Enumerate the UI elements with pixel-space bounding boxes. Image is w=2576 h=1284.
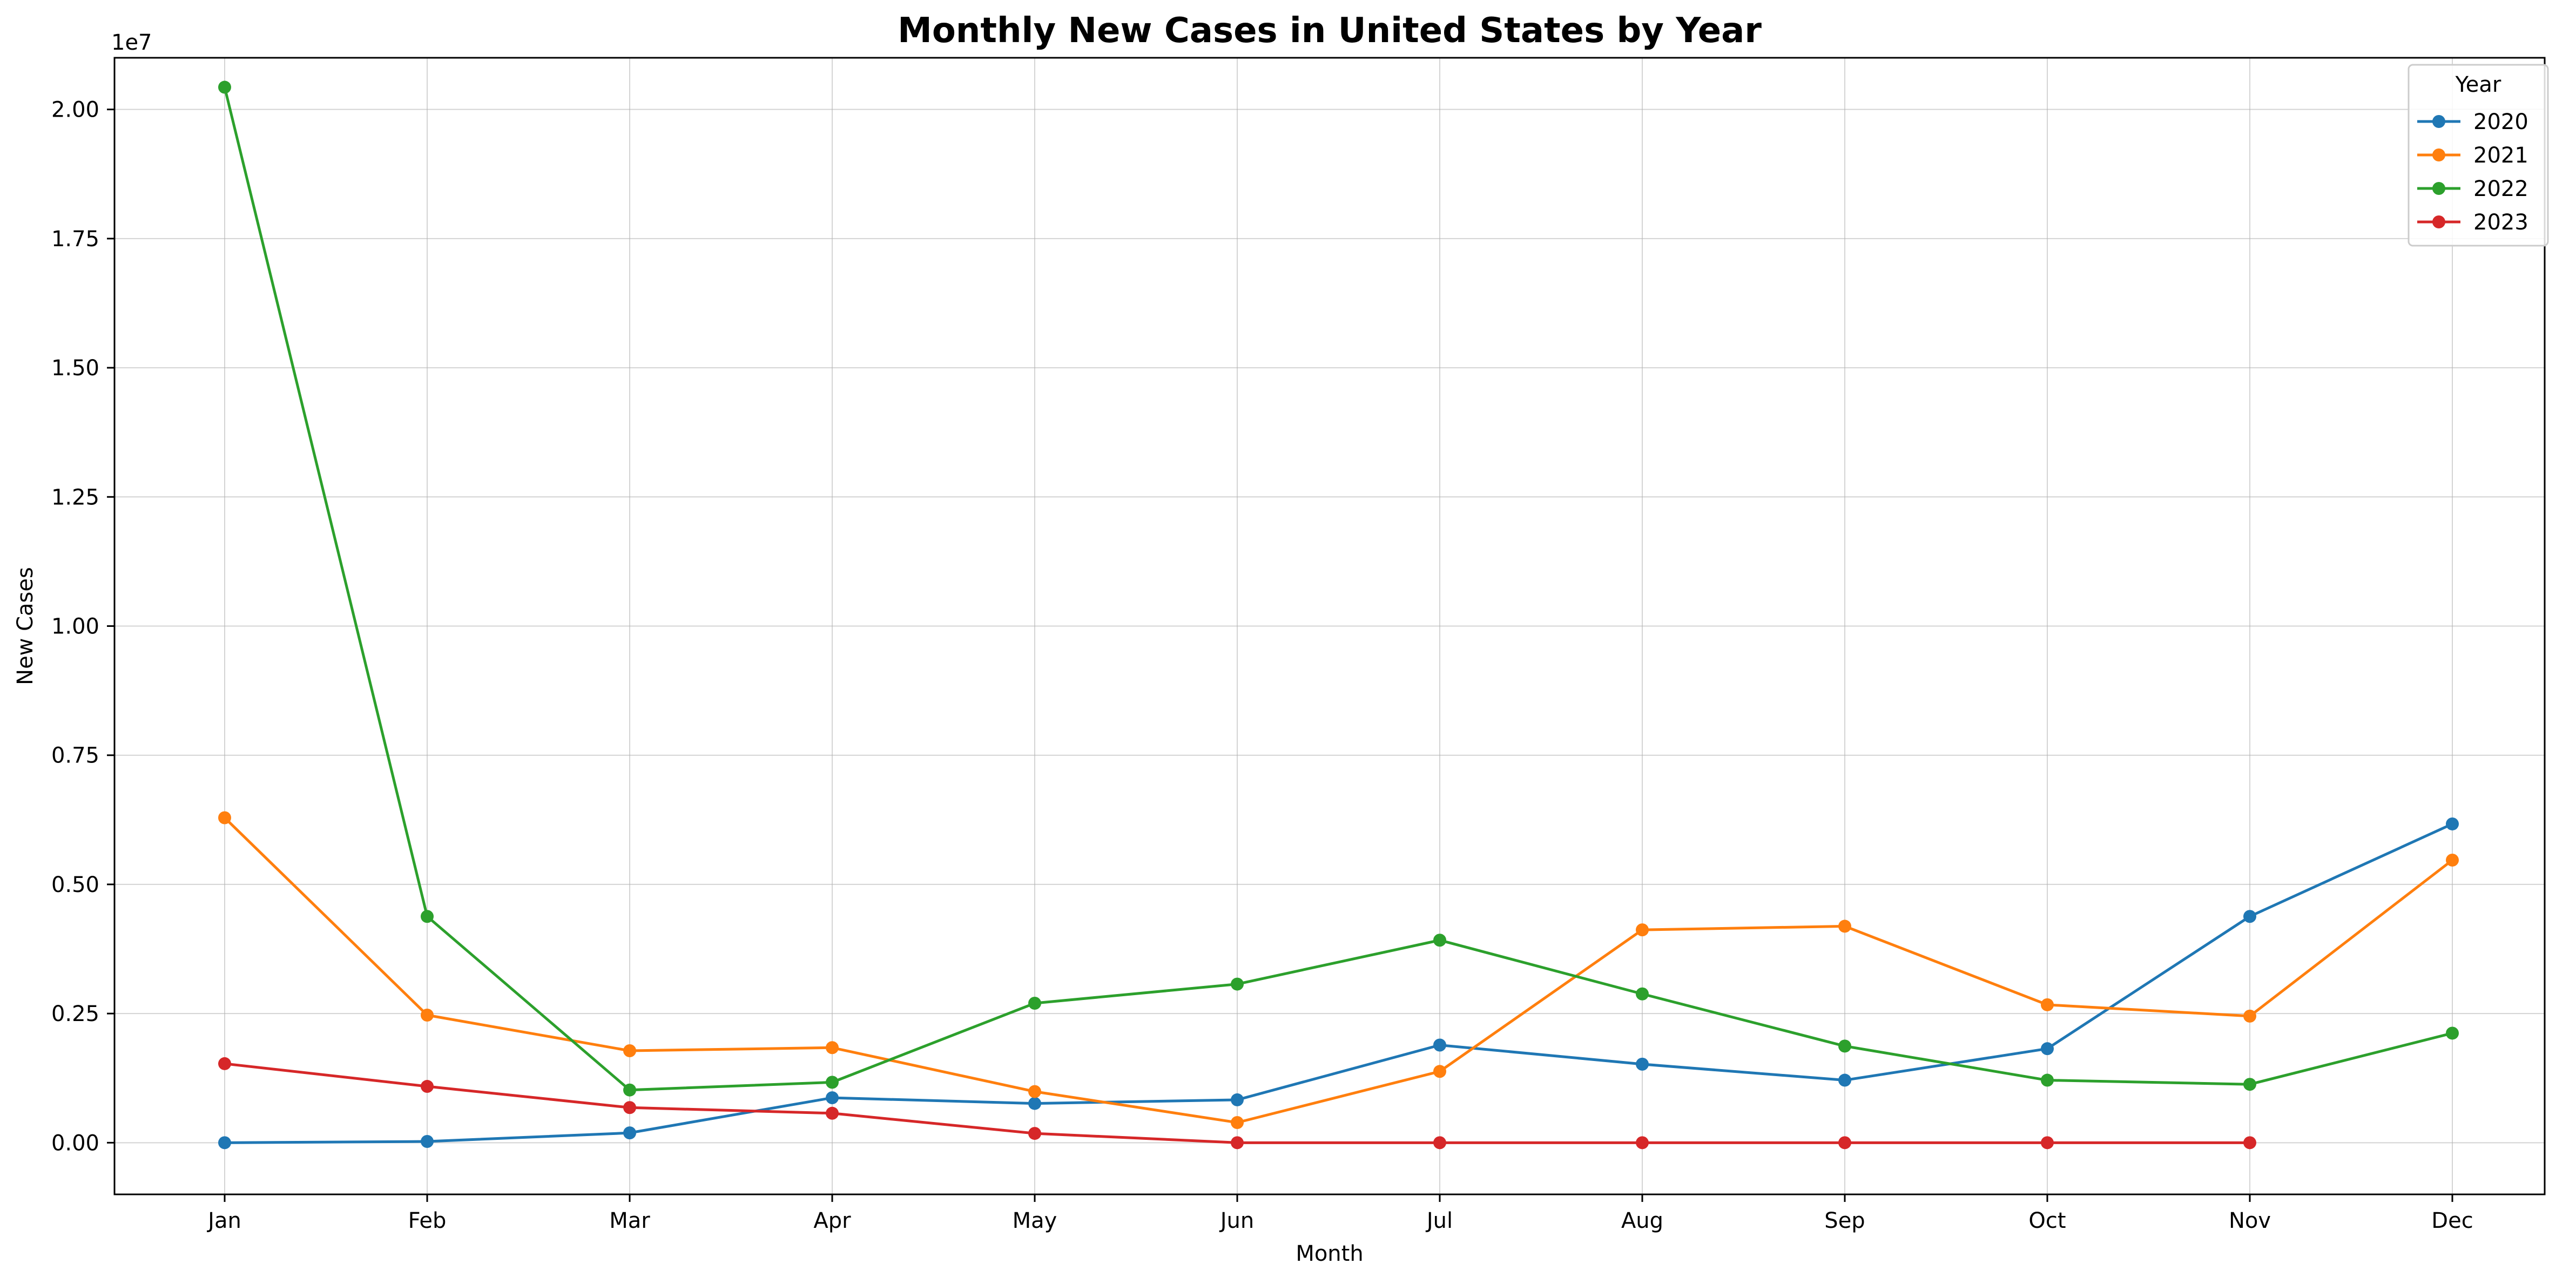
legend-label: 2023 [2473,210,2528,235]
data-point [1838,1073,1851,1087]
x-axis-label: Month [1296,1241,1363,1266]
data-point [421,1135,434,1148]
data-point [623,1044,636,1058]
y-tick-label: 0.00 [51,1131,99,1155]
data-point [1028,1127,1041,1140]
data-point [1636,1057,1649,1071]
legend-swatch-marker [2432,148,2445,161]
data-point [1028,996,1041,1010]
series-2020 [218,817,2459,1150]
y-tick-label: 1.75 [51,227,99,252]
legend: Year 2020 2021 2022 2023 [2408,64,2549,247]
y-tick-label: 2.00 [51,98,99,123]
data-point [623,1101,636,1114]
y-tick-label: 1.50 [51,356,99,381]
legend-box [2408,64,2549,247]
data-point [2446,853,2459,867]
data-point [1636,1136,1649,1150]
series-2023 [218,1057,2256,1150]
data-point [1433,1038,1446,1052]
x-tick-label: Apr [813,1208,851,1233]
legend-items: 2020 2021 2022 2023 [2417,110,2528,235]
data-point [1231,1136,1244,1150]
legend-item-2022: 2022 [2417,177,2528,201]
data-point [1636,923,1649,937]
legend-label: 2021 [2473,143,2528,168]
legend-item-2020: 2020 [2417,110,2528,134]
series-line-2020 [224,822,2453,1144]
x-tick-label: Jul [1425,1208,1453,1233]
series-2022 [218,80,2459,1097]
data-point [218,1057,231,1070]
data-point [1433,1065,1446,1078]
data-point [1231,977,1244,991]
data-point [218,80,231,94]
data-point [218,1136,231,1150]
legend-item-2023: 2023 [2417,210,2528,235]
data-point [2243,1078,2256,1091]
data-point [1231,1116,1244,1130]
data-point [1838,1136,1851,1150]
series-2021 [218,811,2459,1130]
x-tick-label: Mar [609,1208,650,1233]
legend-swatch-marker [2432,115,2445,128]
x-tick-label: Dec [2431,1208,2473,1233]
series-layer [218,80,2459,1150]
data-point [1028,1097,1041,1110]
x-tick-label: Jan [206,1208,241,1233]
legend-swatch-marker [2432,182,2445,195]
data-point [218,811,231,825]
data-point [1433,934,1446,947]
legend-label: 2022 [2473,177,2528,201]
data-point [2041,1073,2054,1087]
data-point [1838,1039,1851,1053]
data-point [2041,1136,2054,1150]
y-tick-label: 1.00 [51,614,99,639]
y-axis-label: New Cases [13,567,38,685]
data-point [623,1126,636,1140]
y-tick-label: 0.50 [51,873,99,897]
data-point [2041,998,2054,1011]
data-point [2446,1026,2459,1040]
data-point [826,1106,839,1120]
data-point [421,1008,434,1022]
x-tick-label: Sep [1824,1208,1865,1233]
y-tick-label: 1.25 [51,485,99,510]
data-point [1231,1093,1244,1106]
data-point [826,1041,839,1055]
axis-ticks: Jan Feb Mar Apr May Jun Jul Aug Sep Oct Nov Dec 0.00… [51,98,2473,1233]
x-tick-label: May [1013,1208,1057,1233]
data-point [826,1076,839,1089]
data-point [2243,910,2256,923]
x-tick-label: Aug [1621,1208,1663,1233]
legend-swatch-marker [2432,215,2445,228]
data-point [2041,1042,2054,1056]
y-tick-label: 0.75 [51,744,99,768]
data-point [826,1091,839,1105]
x-tick-label: Jun [1219,1208,1255,1233]
data-point [2243,1009,2256,1023]
legend-title: Year [2455,72,2501,97]
data-point [2243,1136,2256,1150]
data-point [1433,1136,1446,1150]
data-point [421,910,434,923]
data-point [421,1080,434,1093]
chart-title: Monthly New Cases in United States by Ye… [898,11,1762,51]
data-point [2446,817,2459,830]
data-point [623,1083,636,1097]
y-tick-label: 0.25 [51,1002,99,1026]
x-tick-label: Nov [2229,1208,2271,1233]
data-point [1838,920,1851,933]
series-line-2022 [223,86,2453,1092]
legend-label: 2020 [2473,110,2528,134]
y-axis-multiplier: 1e7 [111,30,152,55]
x-tick-label: Feb [408,1208,447,1233]
data-point [1028,1085,1041,1098]
legend-item-2021: 2021 [2417,143,2528,168]
data-point [1636,987,1649,1001]
x-tick-label: Oct [2028,1208,2066,1233]
series-line-2021 [224,816,2453,1124]
